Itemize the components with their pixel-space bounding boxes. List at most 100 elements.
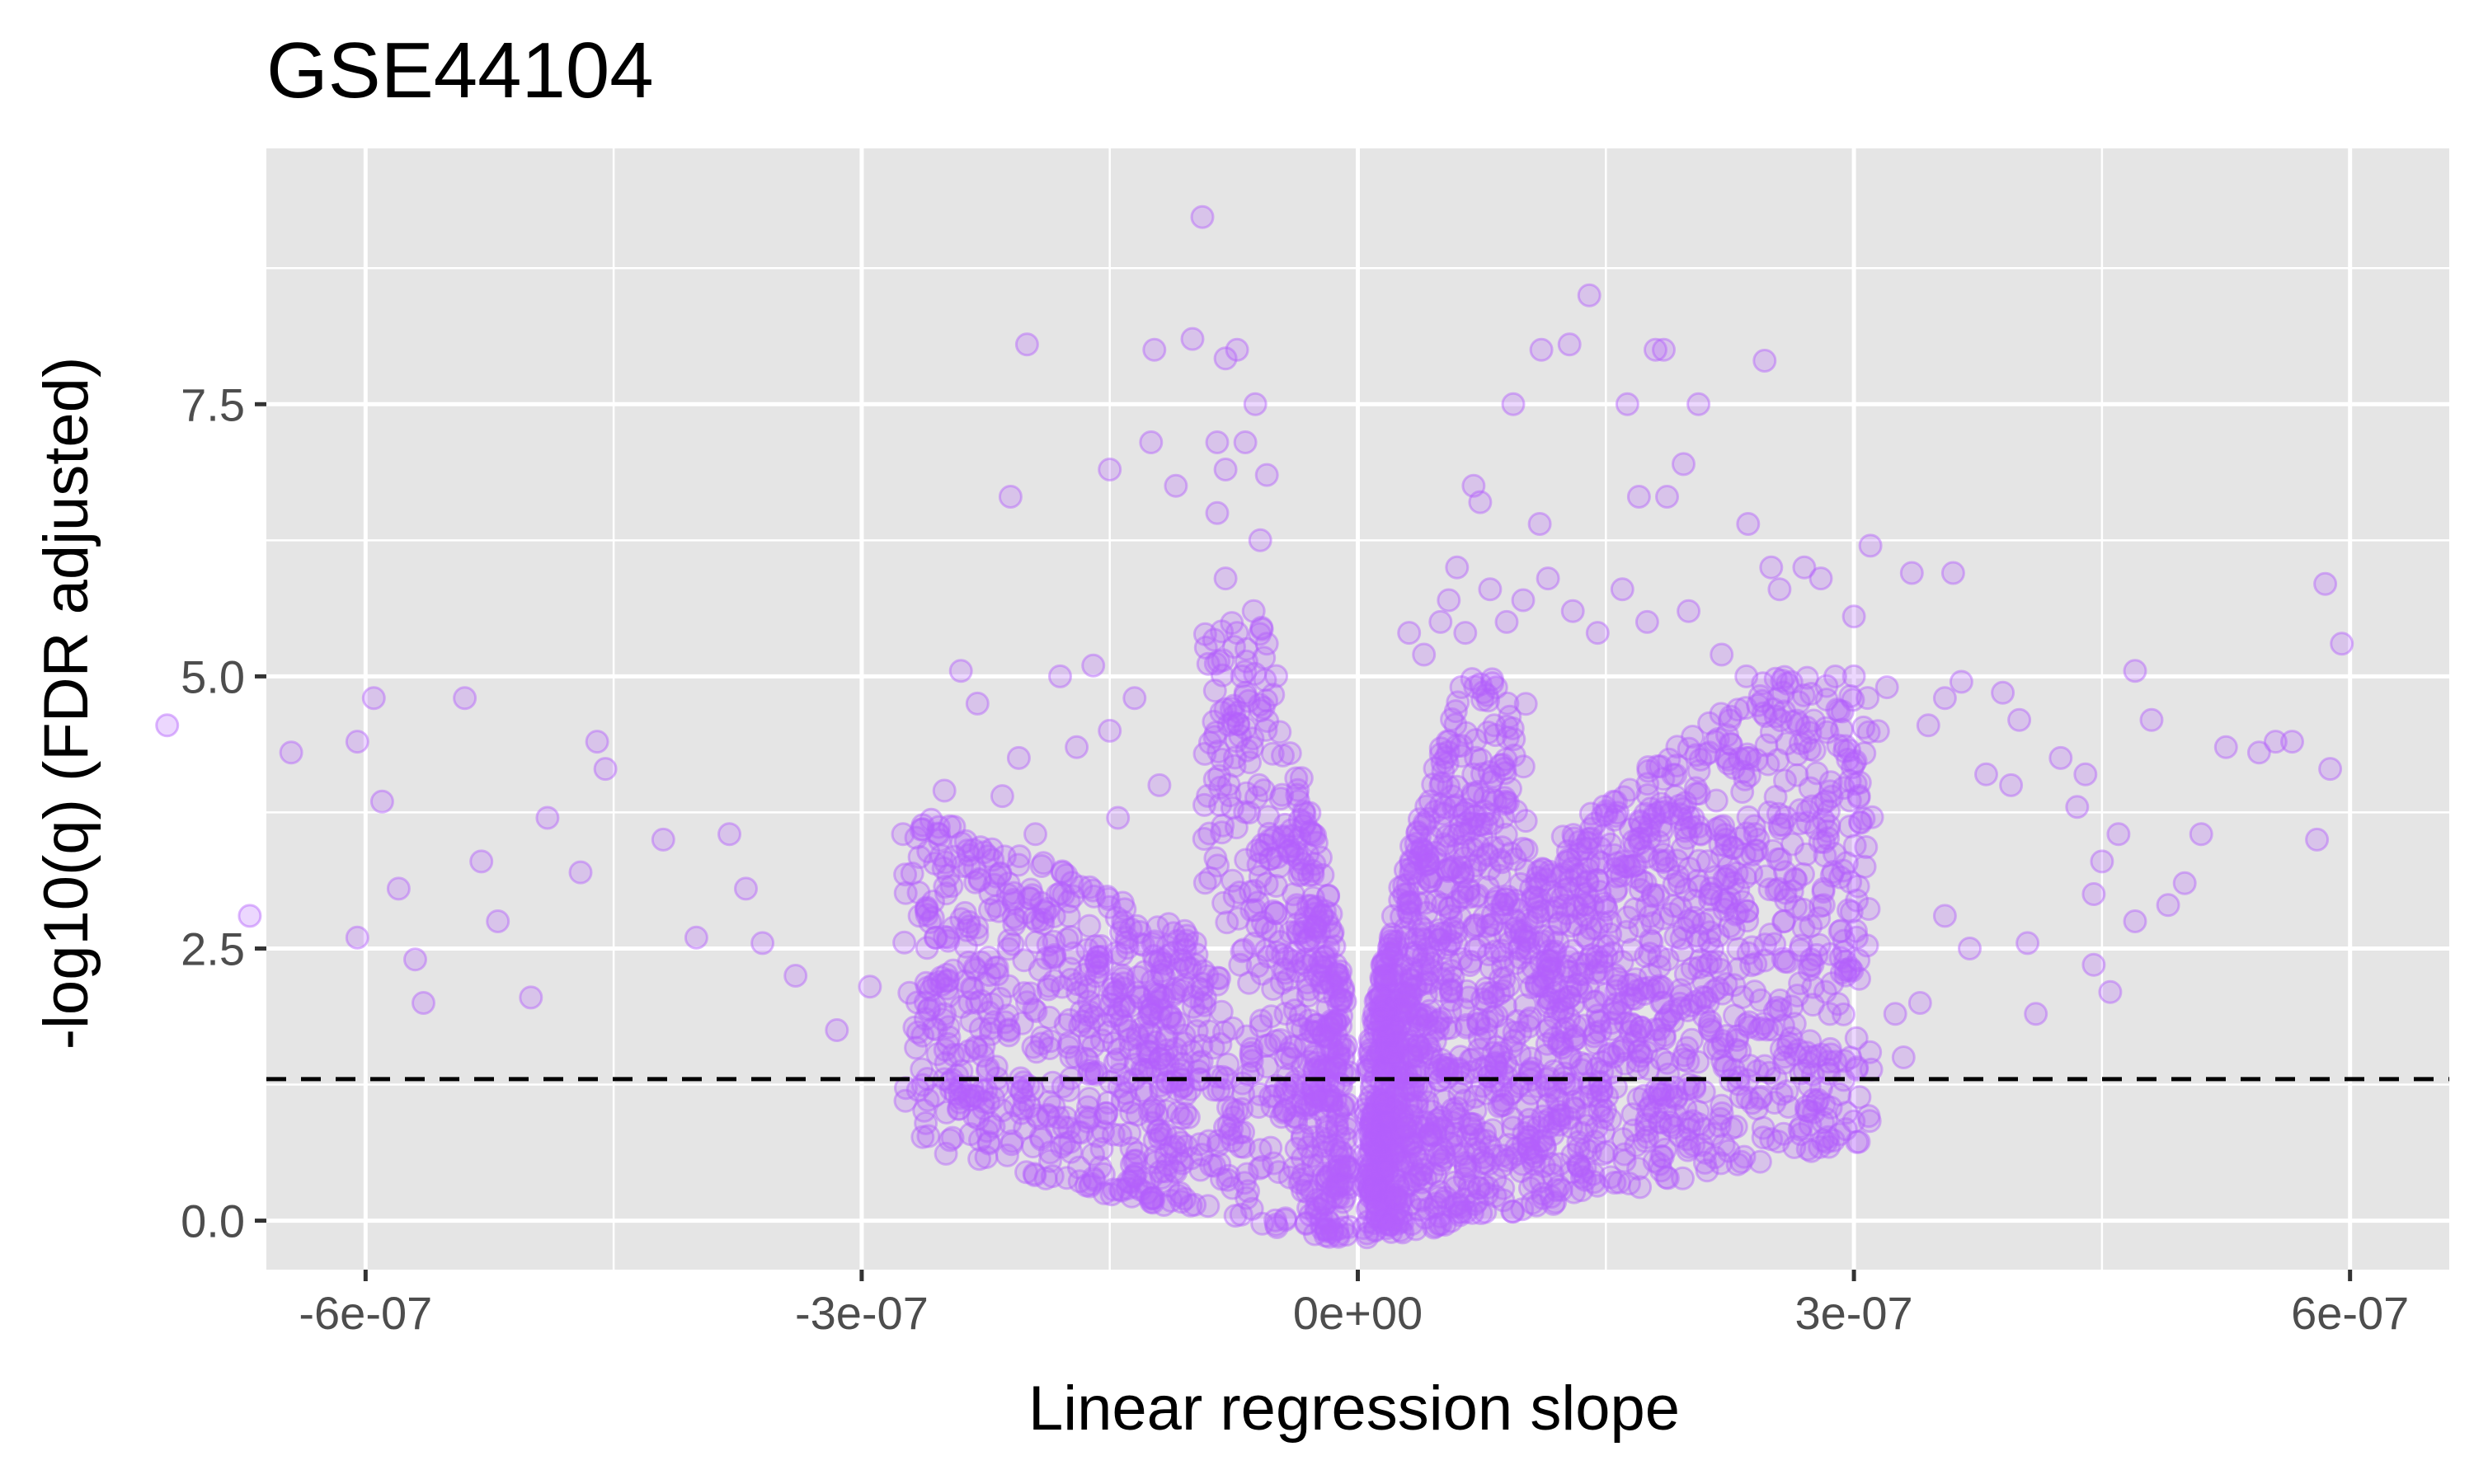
data-point	[1399, 850, 1423, 875]
data-point	[1119, 1101, 1144, 1125]
data-point	[1447, 1106, 1472, 1131]
data-point	[928, 828, 952, 852]
data-point	[1837, 815, 1862, 838]
data-point	[1711, 814, 1736, 838]
data-point	[535, 805, 560, 830]
data-point	[1467, 1026, 1492, 1050]
data-point	[1413, 890, 1437, 915]
data-point	[1380, 1045, 1405, 1069]
data-point	[1331, 1046, 1356, 1071]
data-point	[1397, 621, 1422, 646]
data-point	[1239, 1049, 1264, 1073]
data-point	[1098, 1069, 1123, 1094]
data-point	[1704, 817, 1729, 842]
data-point	[1197, 730, 1222, 755]
data-point	[1359, 1178, 1384, 1203]
data-point	[1505, 1142, 1530, 1167]
data-point	[1109, 1178, 1134, 1203]
data-point	[1264, 664, 1289, 688]
data-point	[1634, 1040, 1658, 1064]
data-point	[1380, 945, 1405, 970]
data-point	[1398, 985, 1423, 1010]
data-point	[1606, 801, 1630, 825]
data-point	[1991, 680, 2015, 705]
data-point	[1195, 964, 1220, 989]
data-point	[1285, 782, 1310, 807]
data-point	[1687, 955, 1712, 979]
data-point	[1419, 958, 1444, 983]
data-point	[1383, 1087, 1408, 1111]
data-point	[1751, 701, 1776, 726]
data-point	[1265, 1215, 1289, 1239]
data-point	[1183, 952, 1208, 977]
data-point	[1040, 1164, 1065, 1189]
data-point	[1463, 937, 1488, 962]
data-point	[1301, 913, 1326, 938]
data-point	[1423, 1162, 1448, 1187]
data-point	[1657, 747, 1681, 772]
data-point	[984, 894, 1009, 918]
data-point	[2172, 871, 2197, 895]
data-point	[1387, 981, 1412, 1006]
data-point	[1315, 1165, 1339, 1190]
data-point	[1249, 840, 1273, 865]
data-point	[1625, 1049, 1650, 1073]
data-point	[1514, 838, 1539, 862]
data-point	[1399, 906, 1423, 931]
data-point	[1078, 1106, 1102, 1130]
data-point	[1314, 1106, 1338, 1130]
data-point	[1265, 845, 1290, 870]
data-point	[1324, 1116, 1349, 1140]
data-point	[1561, 992, 1586, 1017]
grid-lines	[266, 148, 2449, 1270]
data-point	[1324, 975, 1349, 1000]
data-point	[1363, 989, 1388, 1014]
data-point	[1227, 1120, 1252, 1145]
data-point	[1029, 854, 1054, 878]
data-point	[412, 991, 435, 1015]
data-point	[1216, 1095, 1240, 1120]
data-point	[1735, 899, 1759, 923]
data-point	[1495, 691, 1520, 716]
data-point	[1752, 948, 1777, 973]
data-point	[1413, 812, 1437, 837]
data-point	[1407, 1197, 1432, 1222]
data-point	[1463, 853, 1488, 878]
data-point	[1426, 1144, 1451, 1168]
data-point	[1385, 1032, 1410, 1057]
data-point	[1197, 821, 1222, 846]
data-point	[1324, 1012, 1348, 1036]
data-point	[1504, 799, 1528, 824]
data-point	[1234, 848, 1258, 872]
data-point	[957, 1083, 981, 1108]
data-point	[1359, 1181, 1383, 1205]
data-point	[1453, 1154, 1478, 1178]
data-point	[1319, 1011, 1344, 1036]
data-point	[1335, 1092, 1360, 1117]
data-point	[1393, 1115, 1418, 1139]
data-point	[1125, 1175, 1150, 1200]
data-point	[1858, 533, 1883, 558]
data-point	[1271, 942, 1296, 967]
data-point	[1548, 1103, 1573, 1128]
data-point	[1202, 709, 1226, 734]
data-point	[1192, 741, 1217, 766]
data-point	[1428, 1212, 1453, 1237]
data-point	[1668, 802, 1692, 827]
data-point	[1459, 1116, 1484, 1141]
data-point	[1847, 1085, 1872, 1110]
data-point	[1743, 951, 1768, 976]
data-point	[1724, 861, 1749, 885]
data-point	[1429, 771, 1454, 796]
data-point	[1375, 988, 1399, 1012]
data-point	[1169, 1059, 1193, 1083]
data-point	[1003, 1093, 1028, 1118]
data-point	[1023, 1163, 1047, 1187]
data-point	[934, 962, 959, 987]
data-point	[1082, 1167, 1107, 1192]
data-point	[919, 978, 943, 1003]
data-point	[1361, 1116, 1385, 1140]
data-point	[1628, 810, 1653, 835]
data-point	[1462, 916, 1486, 941]
data-point	[1404, 831, 1428, 856]
